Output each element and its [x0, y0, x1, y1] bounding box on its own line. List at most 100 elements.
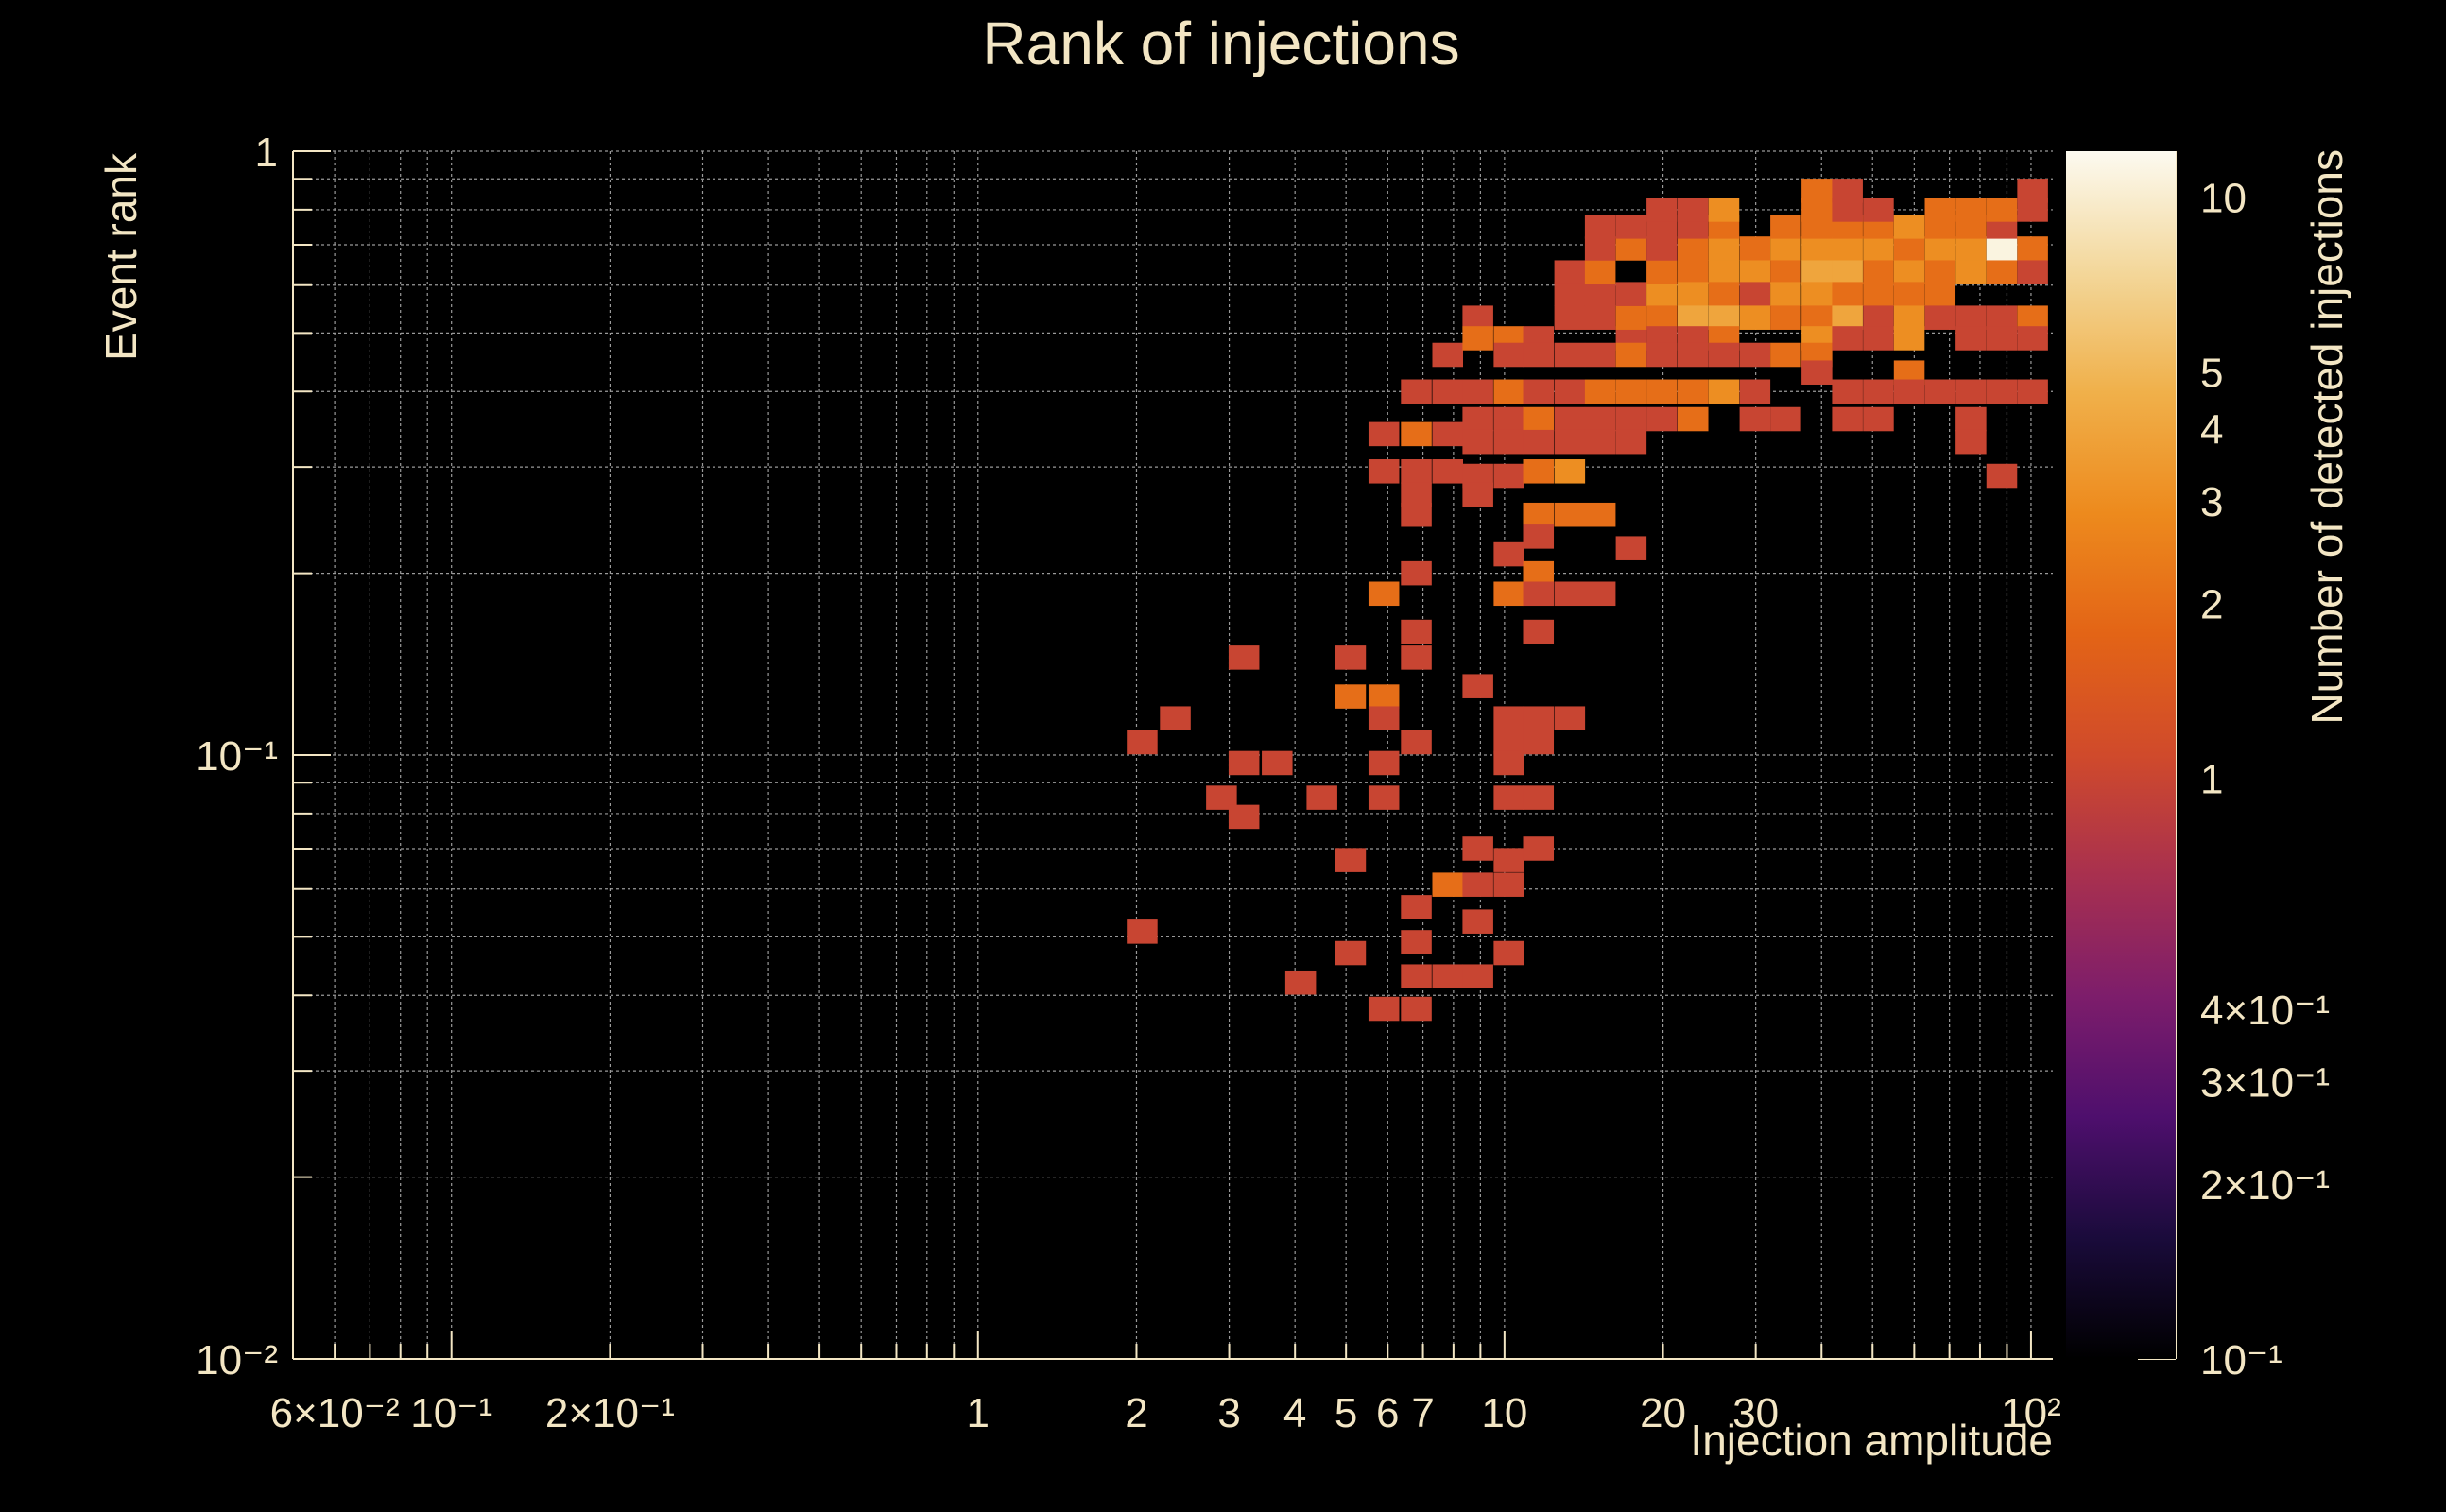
x-tick-label: 3 — [1217, 1390, 1240, 1436]
heatmap-cell — [1554, 706, 1586, 730]
colorbar-tick-label: 3×10⁻¹ — [2200, 1060, 2330, 1107]
heatmap-cell — [1335, 940, 1367, 966]
heatmap-cell — [1739, 305, 1771, 330]
heatmap-cell — [1615, 429, 1647, 455]
heatmap-cell — [1493, 429, 1524, 455]
heatmap-cell — [1228, 750, 1260, 776]
heatmap-cell — [1615, 406, 1647, 432]
heatmap-cell — [1493, 406, 1524, 432]
heatmap-cell — [1832, 379, 1863, 404]
heatmap-cell — [1863, 326, 1894, 351]
heatmap-cell — [1615, 215, 1647, 239]
heatmap-cell — [1739, 342, 1771, 368]
heatmap-cell — [1584, 215, 1616, 239]
heatmap-cell — [1863, 406, 1894, 432]
heatmap-cell — [1462, 406, 1493, 432]
heatmap-cell — [1739, 260, 1771, 284]
color-scale-label: Number of detected injections — [2302, 149, 2351, 725]
heatmap-cell — [1493, 706, 1524, 730]
heatmap-cell — [1955, 260, 1987, 284]
heatmap-cell — [1955, 379, 1987, 404]
heatmap-cell — [1863, 282, 1894, 306]
heatmap-cell — [1432, 872, 1464, 897]
heatmap-cell — [1955, 198, 1987, 222]
heatmap-cell — [1523, 730, 1555, 755]
heatmap-cell — [1924, 236, 1956, 261]
heatmap-cell — [1401, 895, 1432, 919]
heatmap-cell — [1739, 379, 1771, 404]
heatmap-cell — [1523, 406, 1555, 432]
heatmap-cell — [1554, 305, 1586, 330]
x-tick-label: 10² — [2001, 1390, 2061, 1436]
color-scale-tick-labels: 10 5 4 3 2 1 4×10⁻¹ 3×10⁻¹ 2×10⁻¹ 10⁻¹ — [2200, 176, 2330, 1383]
colorbar-tick-label: 5 — [2200, 351, 2223, 397]
heatmap-cell — [1584, 236, 1616, 261]
heatmap-cell — [1646, 198, 1678, 222]
heatmap-cell — [1832, 406, 1863, 432]
heatmap-cell — [1523, 785, 1555, 810]
heatmap-cell — [1335, 684, 1367, 709]
color-scale-bar — [2066, 151, 2176, 1359]
x-tick-label: 7 — [1411, 1390, 1434, 1436]
heatmap-cell — [1462, 305, 1493, 330]
heatmap-cell — [1986, 305, 2018, 330]
heatmap-cell — [1615, 379, 1647, 404]
heatmap-cell — [1770, 342, 1801, 368]
heatmap-cell — [1368, 581, 1400, 607]
heatmap-cell — [1801, 260, 1833, 284]
heatmap-cell — [1770, 406, 1801, 432]
heatmap-cell — [1493, 541, 1524, 567]
heatmap-cell — [1832, 179, 1863, 203]
heatmap-cell — [1708, 282, 1740, 306]
heatmap-cell — [1801, 236, 1833, 261]
heatmap-cell — [1432, 459, 1464, 484]
heatmap-cell — [1401, 645, 1432, 670]
heatmap-cell — [1924, 379, 1956, 404]
heatmap-cell — [1554, 406, 1586, 432]
heatmap-cell — [1462, 674, 1493, 698]
heatmap-cell — [1493, 730, 1524, 755]
y-tick-labels: 1 10⁻¹ 10⁻² — [196, 129, 278, 1383]
heatmap-cell — [1832, 326, 1863, 351]
heatmap-cell — [1523, 706, 1555, 730]
heatmap-cell — [1986, 198, 2018, 222]
heatmap-cell — [1523, 429, 1555, 455]
heatmap-cell — [1678, 282, 1709, 306]
heatmap-cell — [1739, 282, 1771, 306]
heatmap-cell — [1955, 305, 1987, 330]
heatmap-cell — [1986, 260, 2018, 284]
heatmap-cell — [1893, 379, 1925, 404]
heatmap-cell — [1893, 326, 1925, 351]
heatmap-cell — [1708, 379, 1740, 404]
colorbar-tick-label: 3 — [2200, 479, 2223, 525]
heatmap-cell — [1432, 421, 1464, 447]
heatmap-cell — [1368, 996, 1400, 1022]
heatmap-cell — [1523, 524, 1555, 549]
heatmap-cell — [1368, 421, 1400, 447]
heatmap-cell — [1770, 236, 1801, 261]
heatmap-cell — [1646, 406, 1678, 432]
heatmap-cell — [1554, 429, 1586, 455]
heatmap-cell — [1554, 260, 1586, 284]
heatmap-cell — [1462, 326, 1493, 351]
heatmap-cell — [1615, 305, 1647, 330]
heatmap-cell — [1432, 379, 1464, 404]
heatmap-cell — [1986, 236, 2018, 261]
heatmap-cell — [1432, 964, 1464, 988]
heatmap-cell — [1523, 342, 1555, 368]
x-tick-label: 2 — [1125, 1390, 1147, 1436]
heatmap-cell — [2017, 379, 2048, 404]
x-tick-label: 10 — [1481, 1390, 1527, 1436]
heatmap-cell — [1863, 305, 1894, 330]
heatmap-cell — [1554, 379, 1586, 404]
heatmap-cell — [1708, 305, 1740, 330]
heatmap-cell — [1493, 750, 1524, 776]
heatmap-cell — [1584, 342, 1616, 368]
heatmap-cell — [1646, 379, 1678, 404]
heatmap-cell — [1368, 706, 1400, 730]
heatmap-cell — [1893, 260, 1925, 284]
heatmap-cell — [1678, 260, 1709, 284]
heatmap-cell — [1401, 996, 1432, 1022]
heatmap-cell — [1401, 560, 1432, 586]
heatmap-cell — [1863, 260, 1894, 284]
